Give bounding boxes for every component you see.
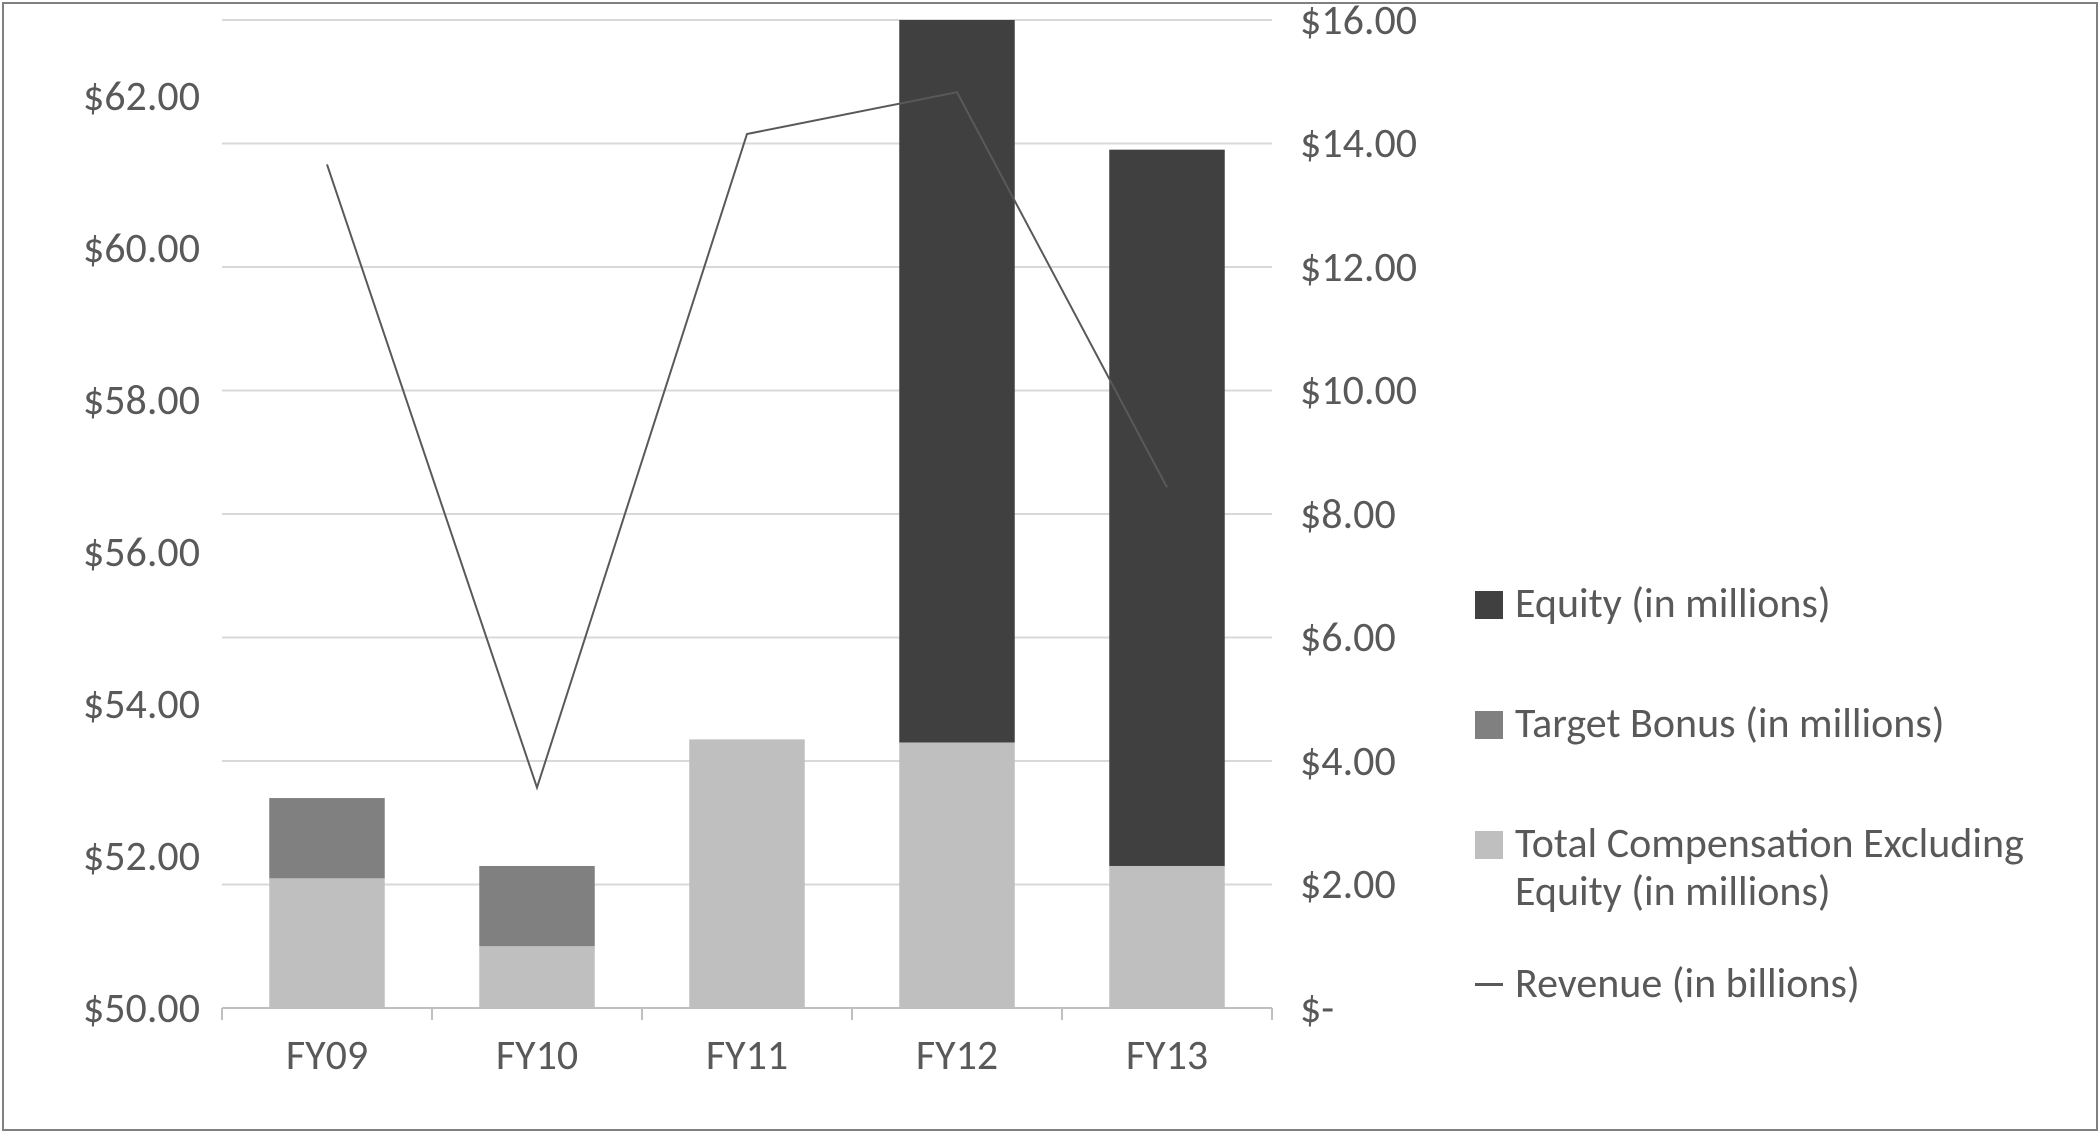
left-axis-label: $56.00 xyxy=(83,527,200,578)
bar-comp_ex_equity xyxy=(899,742,1015,1008)
bar-comp_ex_equity xyxy=(479,946,595,1008)
category-label: FY10 xyxy=(477,1030,597,1081)
left-axis-label: $58.00 xyxy=(83,375,200,426)
bar-equity xyxy=(899,20,1015,742)
left-axis-label: $60.00 xyxy=(83,223,200,274)
legend-entry: Equity (in millions) xyxy=(1475,580,1831,628)
bar-comp_ex_equity xyxy=(689,739,805,1008)
legend-label: Target Bonus (in millions) xyxy=(1515,700,1945,748)
right-axis-label: $14.00 xyxy=(1300,118,1417,169)
bar-comp_ex_equity xyxy=(269,878,385,1008)
legend-label: Total Compensation Excluding Equity (in … xyxy=(1515,820,2024,917)
legend-label: Revenue (in billions) xyxy=(1515,960,1860,1008)
bar-target_bonus xyxy=(479,866,595,946)
category-label: FY13 xyxy=(1107,1030,1227,1081)
legend-entry: Total Compensation Excluding Equity (in … xyxy=(1475,820,2024,917)
left-axis-label: $52.00 xyxy=(83,831,200,882)
right-axis-label: $2.00 xyxy=(1300,859,1396,910)
left-axis-label: $62.00 xyxy=(83,71,200,122)
category-label: FY09 xyxy=(267,1030,387,1081)
legend-entry: Revenue (in billions) xyxy=(1475,960,1860,1008)
right-axis-label: $4.00 xyxy=(1300,736,1396,787)
legend-box-icon xyxy=(1475,591,1503,619)
legend-entry: Target Bonus (in millions) xyxy=(1475,700,1945,748)
bar-equity xyxy=(1109,150,1225,866)
right-axis-label: $12.00 xyxy=(1300,242,1417,293)
category-label: FY11 xyxy=(687,1030,807,1081)
right-axis-label: $- xyxy=(1300,983,1334,1034)
revenue-line xyxy=(327,92,1167,787)
legend-box-icon xyxy=(1475,711,1503,739)
legend-box-icon xyxy=(1475,831,1503,859)
left-axis-label: $50.00 xyxy=(83,983,200,1034)
right-axis-label: $6.00 xyxy=(1300,612,1396,663)
right-axis-label: $10.00 xyxy=(1300,365,1417,416)
left-axis-label: $54.00 xyxy=(83,679,200,730)
bar-comp_ex_equity xyxy=(1109,866,1225,1008)
right-axis-label: $16.00 xyxy=(1300,0,1417,46)
bar-target_bonus xyxy=(269,798,385,878)
legend-label: Equity (in millions) xyxy=(1515,580,1831,628)
legend-line-icon xyxy=(1475,983,1503,986)
right-axis-label: $8.00 xyxy=(1300,489,1396,540)
category-label: FY12 xyxy=(897,1030,1017,1081)
